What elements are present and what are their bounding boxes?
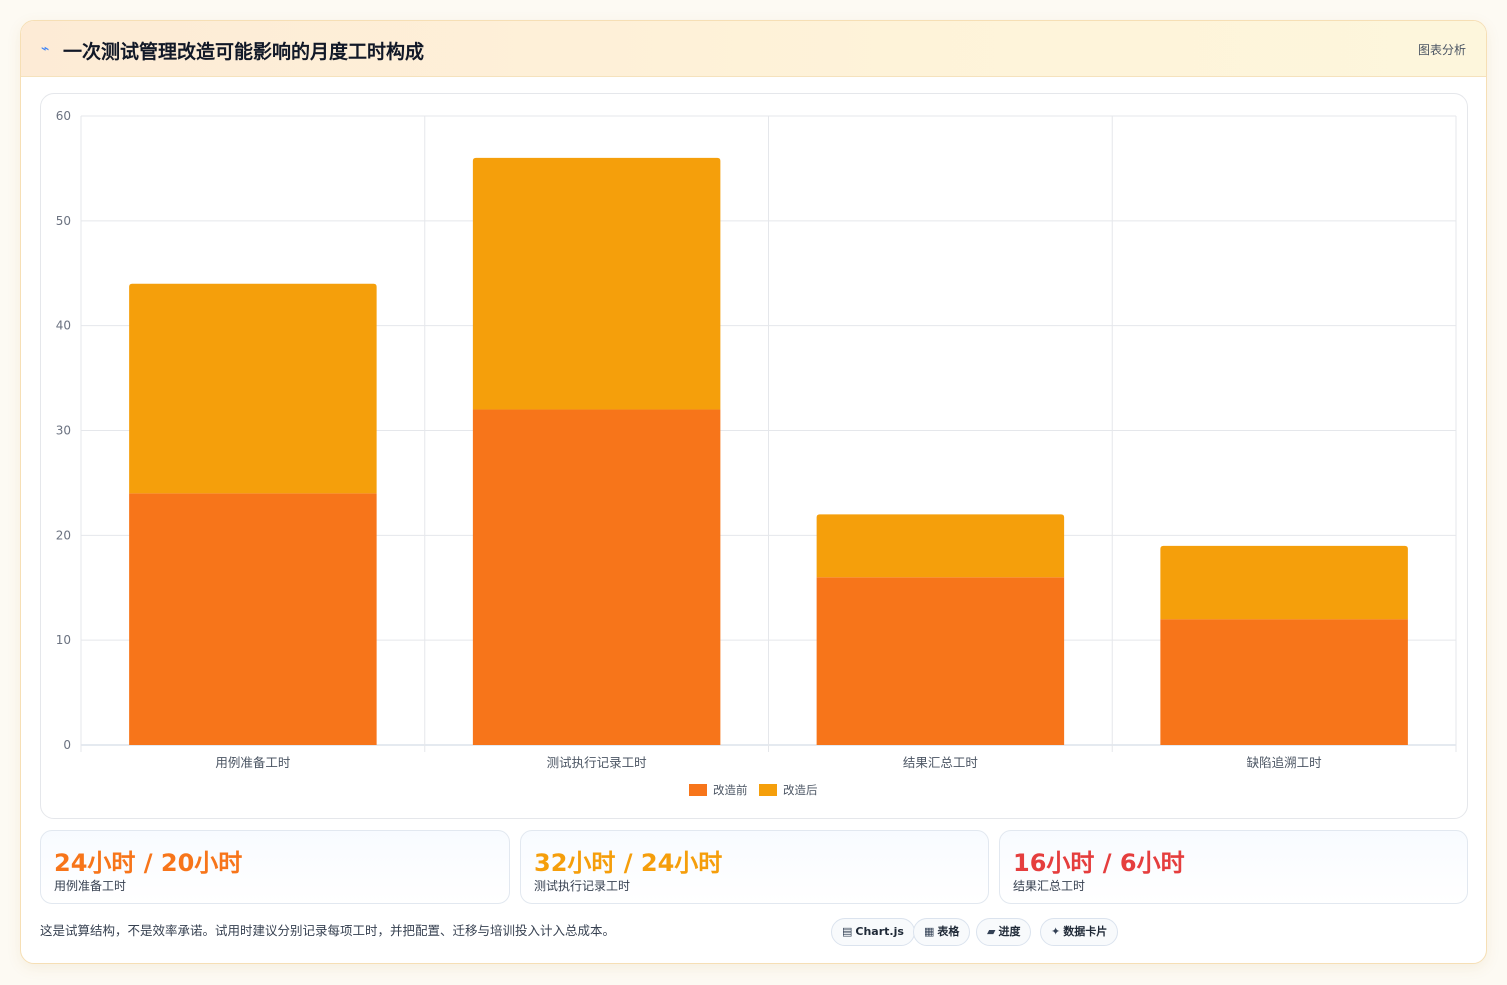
bar-before [1160,619,1408,745]
progress-icon: ▰ [987,925,996,938]
table-icon: ▦ [924,925,935,938]
stat-card-prep: 24小时 / 20小时 用例准备工时 [40,830,510,904]
legend-swatch [689,784,707,796]
chip-chartjs[interactable]: ▤ Chart.js [831,918,915,946]
bar-before [472,409,721,745]
bar-before [129,493,377,745]
y-tick-label: 40 [56,319,71,333]
chart-analysis-tag: 图表分析 [1417,43,1466,57]
card-title: 一次测试管理改造可能影响的月度工时构成 [63,41,425,63]
footnote: 这是试算结构，不是效率承诺。试用时建议分别记录每项工时，并把配置、迁移与培训投入… [40,923,616,938]
x-tick-label: 结果汇总工时 [903,755,979,770]
chart-icon: ▤ [842,925,853,938]
chart-card: ⌁ 一次测试管理改造可能影响的月度工时构成 图表分析 0 10 20 30 40 50 60… [20,20,1487,964]
chip-label: 数据卡片 [1063,925,1108,938]
sparkle-icon: ✦ [1051,925,1061,938]
legend-label: 改造后 [783,783,818,797]
chip-data-card[interactable]: ✦ 数据卡片 [1040,918,1119,946]
pulse-icon: ⌁ [41,41,50,57]
stat-label: 用例准备工时 [54,879,127,893]
chip-label: 进度 [998,925,1021,938]
stat-card-exec: 32小时 / 24小时 测试执行记录工时 [520,830,989,904]
stat-value: 16小时 / 6小时 [1013,849,1185,877]
legend-label: 改造前 [713,783,748,797]
y-tick-label: 60 [56,109,71,123]
stat-label: 测试执行记录工时 [534,879,631,893]
bar-after [816,514,1065,578]
chip-label: Chart.js [855,925,904,938]
x-tick-label: 缺陷追溯工时 [1247,755,1323,770]
bar-after [129,283,377,494]
y-tick-label: 0 [63,738,71,752]
y-tick-label: 20 [56,528,71,542]
y-tick-label: 10 [56,633,71,647]
bar-after [1160,545,1408,620]
chip-progress[interactable]: ▰ 进度 [976,918,1032,946]
x-tick-label: 测试执行记录工时 [547,755,648,770]
stat-card-summary: 16小时 / 6小时 结果汇总工时 [999,830,1468,904]
stat-value: 24小时 / 20小时 [54,849,243,877]
stacked-bar-chart: 0 10 20 30 40 50 60 用例准备工时 测试执行记录工时 结果汇总工时 缺陷追溯工时改… [56,109,1457,797]
card-header: ⌁ 一次测试管理改造可能影响的月度工时构成 图表分析 [21,21,1486,77]
legend-swatch [759,784,777,796]
chart-container: 0 10 20 30 40 50 60 用例准备工时 测试执行记录工时 结果汇总工时 缺陷追溯工时改… [40,93,1468,819]
chip-table[interactable]: ▦ 表格 [913,918,971,946]
bar-after [472,157,721,410]
y-tick-label: 30 [56,424,71,438]
stat-label: 结果汇总工时 [1013,879,1086,893]
x-tick-label: 用例准备工时 [215,755,291,770]
bar-before [816,577,1065,745]
y-tick-label: 50 [56,214,71,228]
chip-label: 表格 [937,925,960,938]
stat-value: 32小时 / 24小时 [534,849,723,877]
